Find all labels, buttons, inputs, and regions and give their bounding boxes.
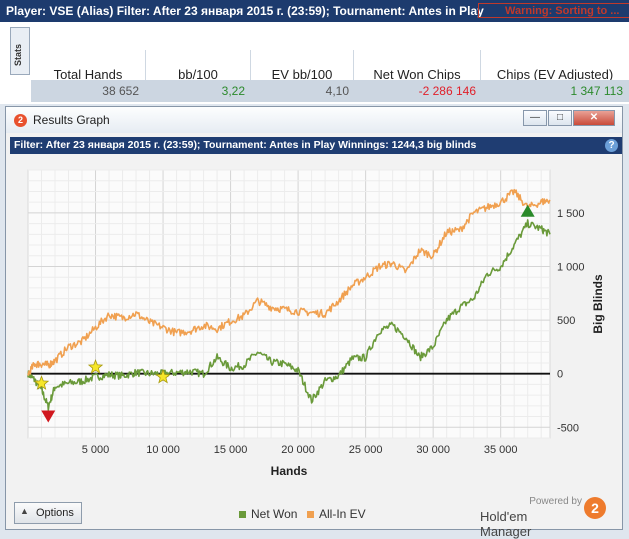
x-axis-label: Hands (271, 464, 308, 478)
x-tick-label: 5 000 (82, 444, 110, 456)
powered-by-text: Powered by (529, 496, 582, 507)
y-tick-label: 0 (557, 369, 563, 381)
legend-label-allin-ev: All-In EV (319, 507, 366, 521)
x-tick-label: 15 000 (214, 444, 248, 456)
close-button[interactable]: ✕ (573, 110, 615, 126)
stats-values-row[interactable]: 38 652 3,22 4,10 -2 286 146 1 347 113 (31, 80, 629, 102)
window-title-bar[interactable]: 2 Results Graph — □ ✕ (6, 107, 622, 133)
y-tick-label: -500 (557, 422, 579, 434)
col-header-net-won-chips[interactable]: Net Won Chips (354, 50, 481, 100)
legend-allin-ev: All-In EV (307, 507, 366, 521)
x-tick-label: 30 000 (416, 444, 450, 456)
hm2-logo-icon: 2 (14, 114, 27, 127)
col-header-total-hands[interactable]: Total Hands (31, 50, 146, 100)
value-bb100: 3,22 (221, 84, 245, 98)
results-chart[interactable]: 5 000 10 000 15 000 20 000 25 000 30 000 35 00… (6, 107, 622, 497)
minimize-button[interactable]: — (523, 110, 547, 126)
y-tick-label: 1 500 (557, 208, 585, 220)
value-net-won-chips: -2 286 146 (418, 84, 476, 98)
window-controls: — □ ✕ (523, 110, 615, 126)
y-axis-label: Big Blinds (591, 274, 605, 334)
x-tick-label: 20 000 (281, 444, 315, 456)
star-marker (33, 375, 50, 390)
warning-badge: Warning: Sorting to ... (478, 3, 629, 18)
max-marker (520, 204, 535, 217)
stats-tab[interactable]: Stats (10, 27, 30, 75)
legend-swatch-allin-ev (307, 511, 314, 519)
star-marker (87, 359, 104, 374)
series-line-all-in-ev (27, 188, 551, 376)
player-filter-header: Player: VSE (Alias) Filter: After 23 янв… (0, 0, 629, 22)
graph-filter-bar: Filter: After 23 января 2015 г. (23:59);… (10, 137, 622, 154)
series-line-net-won (27, 219, 551, 412)
y-tick-label: 500 (557, 315, 575, 327)
min-marker (41, 410, 56, 423)
hm2-brand-logo-icon: 2 (584, 497, 606, 519)
options-button[interactable]: ▲ Options (14, 502, 82, 524)
stats-tab-label: Stats (13, 43, 23, 66)
brand-block: Powered by Hold'em Manager 2 (480, 496, 610, 539)
y-tick-label: 1 000 (557, 261, 585, 273)
x-tick-label: 10 000 (146, 444, 180, 456)
maximize-button[interactable]: □ (548, 110, 572, 126)
chevron-up-icon: ▲ (20, 506, 29, 516)
value-ev-bb100: 4,10 (325, 84, 349, 98)
plot-area (27, 169, 551, 439)
legend-swatch-net-won (239, 511, 246, 519)
window-title: Results Graph (33, 113, 110, 127)
legend-net-won: Net Won (239, 507, 297, 521)
options-label: Options (36, 507, 74, 519)
col-header-chips-ev-adjusted[interactable]: Chips (EV Adjusted) (496, 67, 614, 82)
value-chips-ev-adjusted: 1 347 113 (570, 84, 624, 98)
x-tick-label: 35 000 (484, 444, 518, 456)
col-header-ev-bb100[interactable]: EV bb/100 (251, 50, 354, 100)
results-graph-window: 2 Results Graph — □ ✕ Filter: After 23 я… (5, 106, 623, 539)
value-total-hands: 38 652 (102, 84, 139, 98)
help-icon[interactable]: ? (605, 139, 618, 152)
player-filter-text: Player: VSE (Alias) Filter: After 23 янв… (6, 4, 484, 18)
brand-name: Hold'em Manager (480, 509, 532, 539)
star-marker (155, 368, 171, 384)
graph-bottom-bar: ▲ Options Net Won All-In EV Powered by H… (14, 496, 614, 539)
x-tick-label: 25 000 (349, 444, 383, 456)
legend-label-net-won: Net Won (251, 507, 298, 521)
col-header-bb100[interactable]: bb/100 (146, 50, 251, 100)
graph-filter-text: Filter: After 23 января 2015 г. (23:59);… (14, 139, 477, 151)
